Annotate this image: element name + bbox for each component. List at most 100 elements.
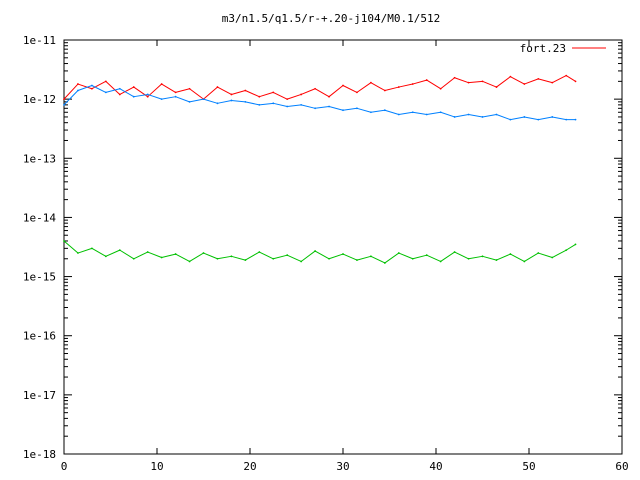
data-point: [132, 257, 135, 260]
data-point: [230, 255, 233, 258]
data-point: [216, 86, 219, 88]
plot-frame: [63, 39, 623, 455]
data-point: [411, 257, 414, 260]
data-point: [118, 249, 121, 252]
data-point: [77, 83, 79, 85]
data-point: [574, 80, 577, 83]
data-point: [104, 255, 107, 258]
series-layer: [63, 74, 577, 264]
data-point: [439, 111, 442, 114]
data-point: [537, 77, 540, 80]
data-point: [537, 252, 540, 254]
data-point: [383, 89, 386, 92]
data-point: [146, 93, 149, 96]
data-point: [146, 251, 149, 253]
data-point: [132, 86, 135, 88]
data-point: [160, 83, 163, 85]
data-point: [272, 91, 275, 94]
data-point: [467, 81, 470, 84]
data-point: [397, 113, 400, 116]
data-point: [258, 103, 261, 106]
data-point: [77, 89, 79, 92]
data-point: [118, 87, 121, 90]
data-point: [370, 255, 372, 258]
data-point: [300, 93, 303, 96]
data-point: [300, 260, 303, 263]
data-point: [63, 103, 65, 106]
data-point: [370, 81, 372, 84]
data-point: [509, 253, 512, 255]
data-point: [77, 252, 79, 254]
y-tick-label: 1e-12: [23, 93, 56, 106]
y-tick-label: 1e-18: [23, 448, 56, 461]
series-line: [63, 240, 576, 264]
data-point: [523, 260, 526, 263]
data-point: [202, 252, 205, 254]
data-point: [411, 111, 414, 114]
data-point: [481, 80, 484, 83]
data-point: [91, 84, 93, 87]
data-point: [286, 98, 289, 101]
y-tick-label: 1e-16: [23, 330, 56, 343]
data-point: [565, 249, 568, 252]
data-point: [328, 105, 330, 108]
data-point: [383, 109, 386, 112]
data-point: [342, 109, 344, 112]
data-point: [230, 93, 233, 96]
y-tick-label: 1e-11: [23, 34, 56, 47]
data-point: [439, 260, 442, 263]
data-point: [481, 116, 484, 118]
data-point: [286, 254, 289, 257]
data-point: [146, 95, 149, 98]
y-tick-label: 1e-14: [23, 211, 56, 224]
data-point: [244, 259, 247, 261]
legend-label: fort.23: [520, 42, 566, 55]
data-point: [356, 259, 358, 261]
data-point: [383, 262, 386, 264]
y-tick-label: 1e-17: [23, 389, 56, 402]
data-point: [523, 83, 526, 85]
data-point: [356, 107, 358, 110]
data-point: [551, 81, 554, 84]
data-point: [370, 111, 372, 114]
data-point: [300, 103, 303, 106]
data-point: [551, 116, 554, 118]
data-point: [425, 113, 428, 116]
x-tick-label: 30: [336, 460, 349, 473]
data-point: [258, 95, 261, 98]
data-point: [91, 247, 93, 250]
data-point: [523, 116, 526, 118]
y-tick-label: 1e-13: [23, 152, 56, 165]
data-point: [439, 87, 442, 90]
data-point: [453, 76, 456, 79]
series-line: [63, 85, 576, 121]
x-tick-label: 60: [615, 460, 628, 473]
data-point: [118, 93, 121, 96]
data-point: [467, 257, 470, 260]
data-point: [397, 86, 400, 88]
data-point: [314, 107, 316, 110]
data-point: [216, 257, 219, 260]
data-point: [230, 99, 233, 102]
data-point: [495, 259, 498, 261]
data-point: [342, 253, 344, 255]
series-line: [63, 75, 576, 100]
data-point: [574, 243, 577, 246]
data-point: [314, 250, 316, 252]
x-tick-label: 50: [522, 460, 535, 473]
x-tick-label: 40: [429, 460, 442, 473]
data-point: [509, 75, 512, 78]
data-point: [244, 89, 247, 92]
series-group: [63, 84, 577, 121]
data-point: [425, 254, 428, 257]
data-point: [574, 118, 577, 121]
data-point: [63, 240, 65, 242]
data-point: [453, 116, 456, 118]
data-point: [188, 100, 191, 103]
chart-title: m3/n1.5/q1.5/r-+.20-j104/M0.1/512: [222, 12, 441, 25]
data-point: [481, 255, 484, 258]
data-point: [356, 91, 358, 94]
data-point: [160, 256, 163, 259]
